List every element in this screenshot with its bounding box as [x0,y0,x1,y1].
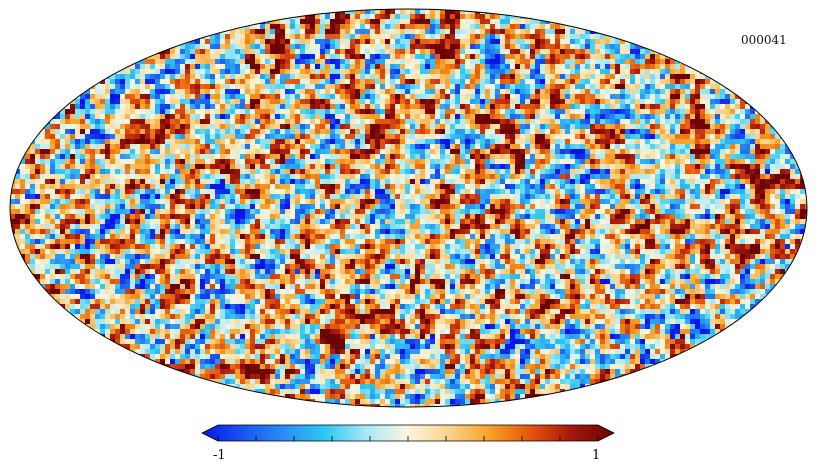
map-id-label: 000041 [741,33,787,47]
colorbar [201,424,615,442]
sky-map-field [10,9,807,407]
colorbar-ticks [217,436,599,441]
colorbar-max-label: 1 [592,448,601,463]
colorbar-min-label: -1 [213,448,226,463]
sky-map-outline [9,8,808,408]
